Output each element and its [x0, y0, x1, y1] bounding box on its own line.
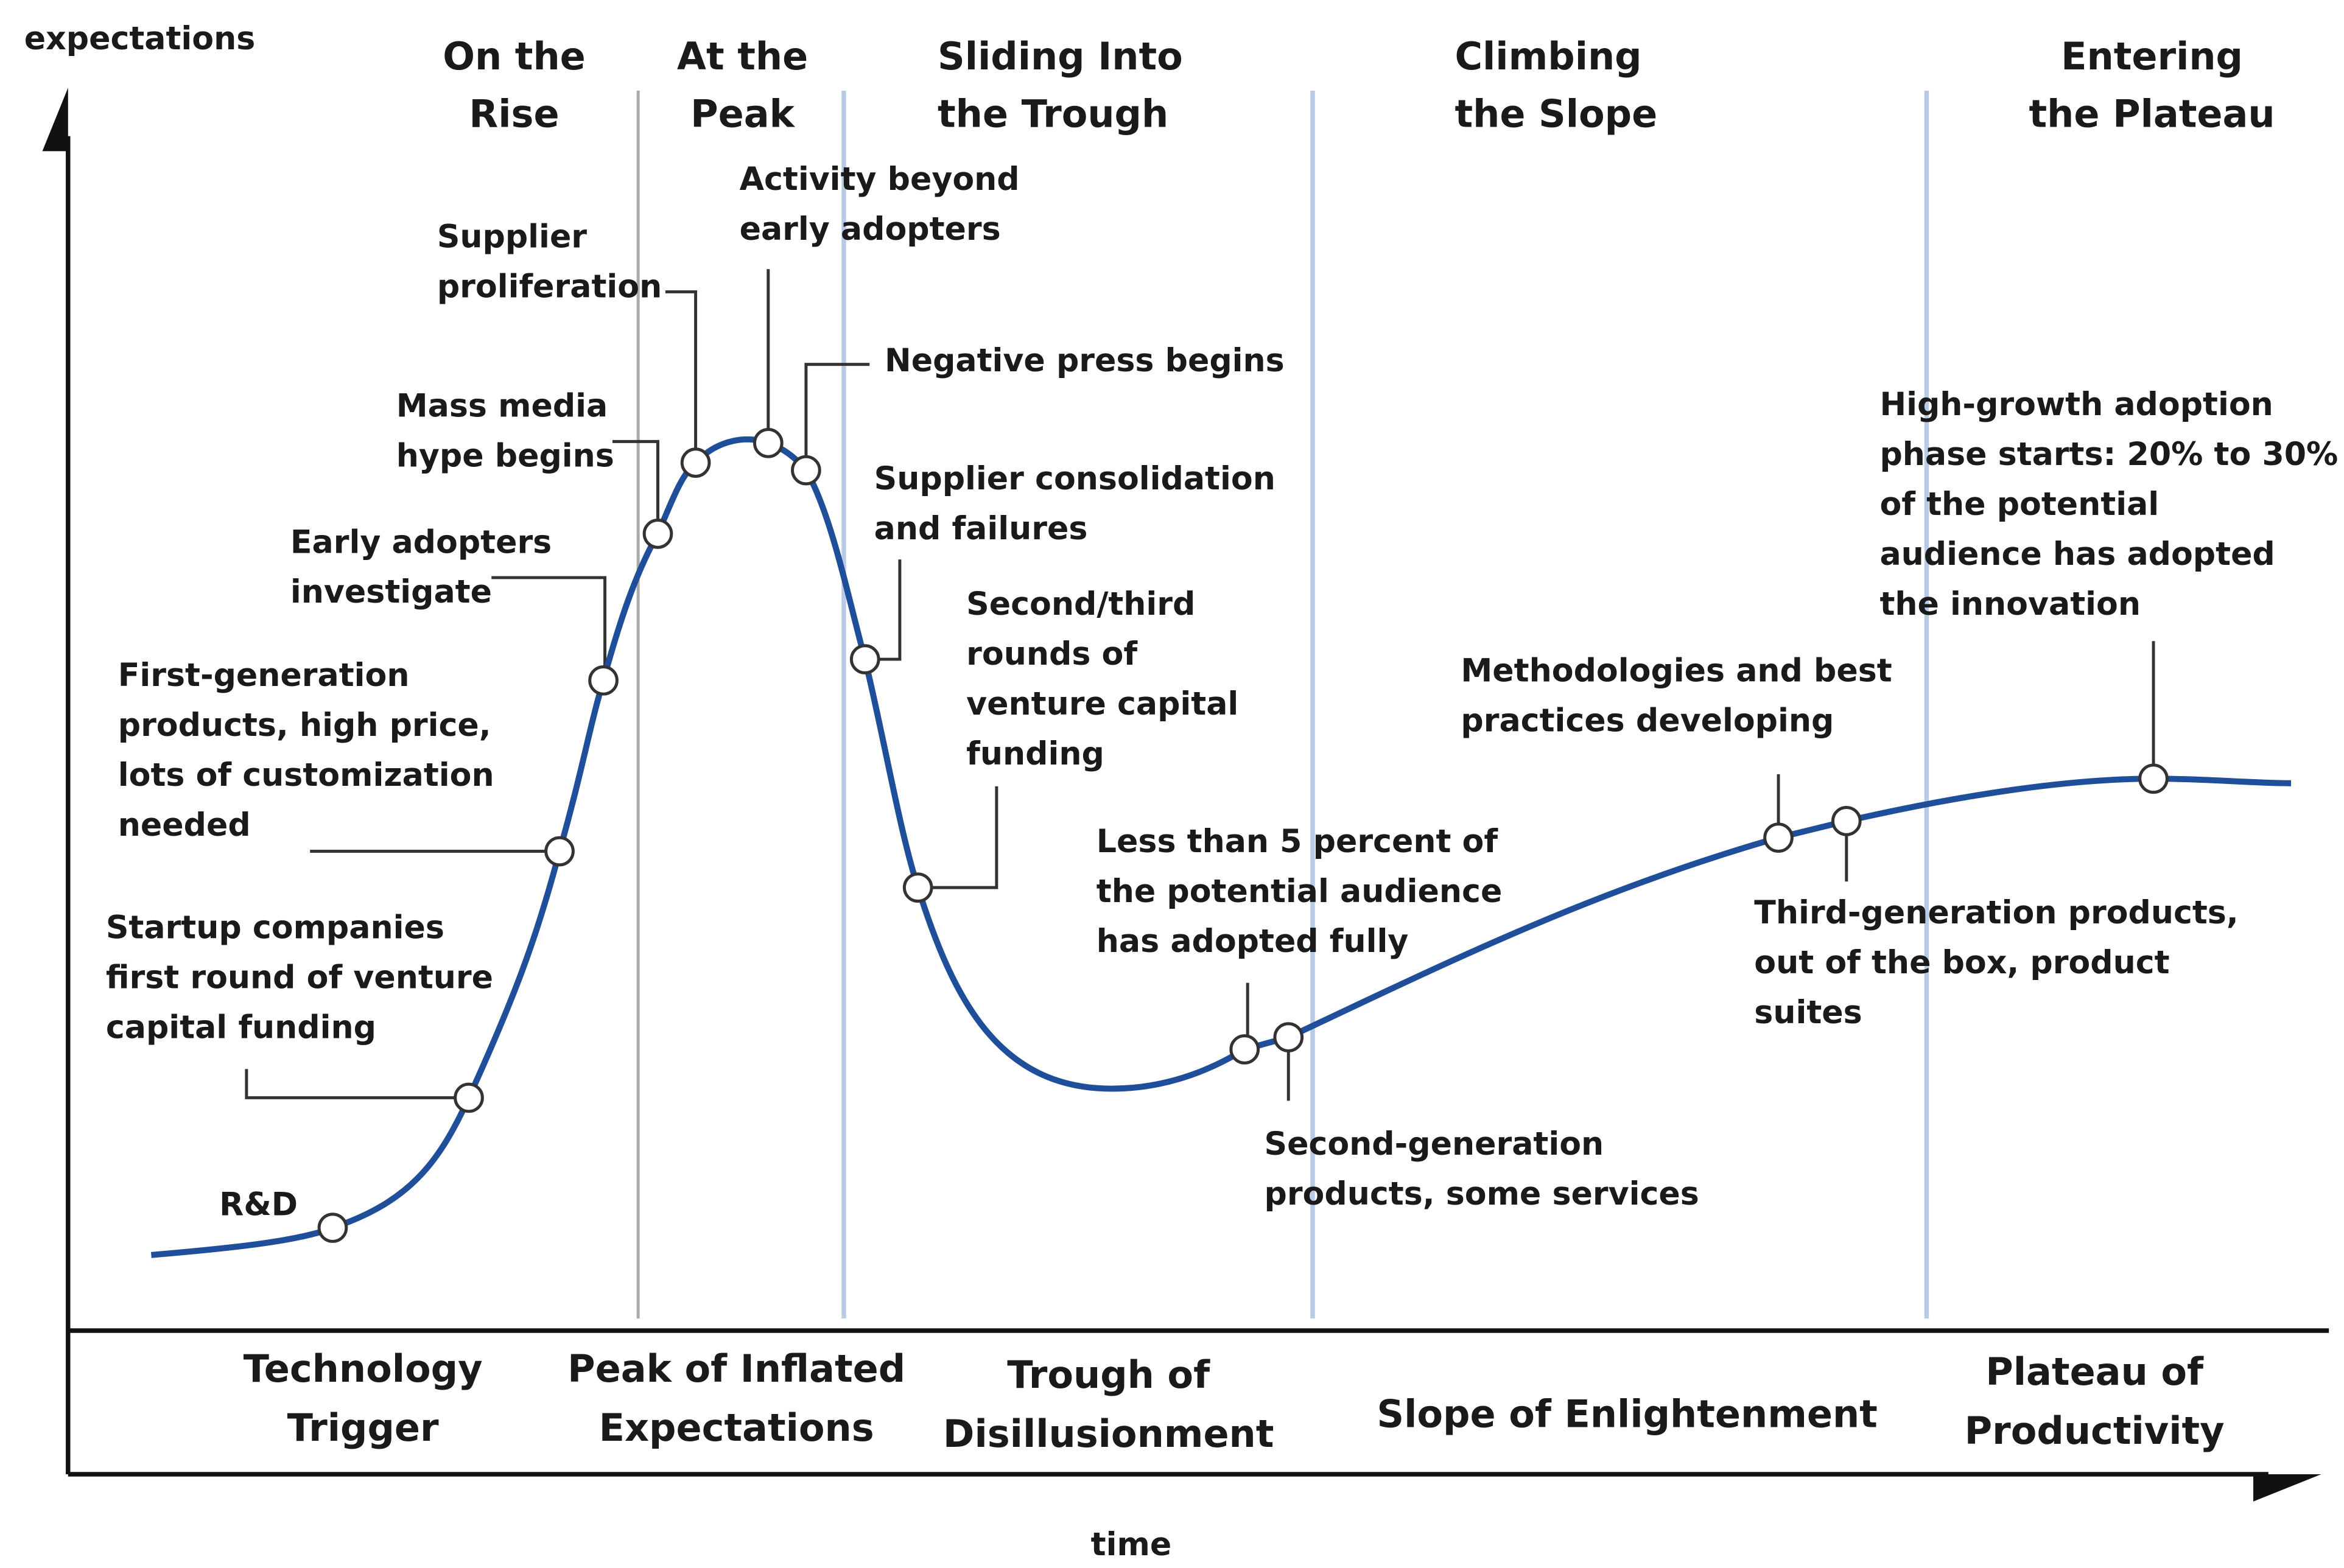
- annotation: Less than 5 percent of: [1097, 824, 1499, 860]
- annotation: Second/third: [966, 586, 1195, 623]
- annotation: and failures: [874, 511, 1088, 547]
- annotation: Negative press begins: [885, 343, 1285, 379]
- annotation: Supplier consolidation: [874, 461, 1276, 497]
- annotation: Second-generation: [1265, 1126, 1604, 1163]
- annotation: venture capital: [966, 686, 1238, 723]
- annotation: phase starts: 20% to 30%: [1879, 436, 2338, 473]
- annotation: the innovation: [1879, 586, 2141, 623]
- annotation: the potential audience: [1097, 873, 1503, 910]
- phase-header: On the: [443, 34, 586, 79]
- y-axis-label: expectations: [24, 21, 256, 57]
- annotation: has adopted fully: [1097, 923, 1409, 960]
- phase-footer: Expectations: [599, 1405, 874, 1450]
- annotation: funding: [966, 736, 1104, 772]
- annotation: Third-generation products,: [1754, 895, 2238, 931]
- phase-header: Climbing: [1454, 34, 1641, 79]
- annotation: hype begins: [396, 438, 614, 475]
- annotation: investigate: [290, 574, 492, 611]
- phase-header: Peak: [690, 91, 795, 136]
- annotation: audience has adopted: [1879, 536, 2275, 573]
- phase-footer: Plateau of: [1985, 1349, 2204, 1394]
- phase-dividers: [636, 91, 1929, 1319]
- phase-header: the Trough: [938, 91, 1168, 136]
- annotation: early adopters: [740, 211, 1001, 248]
- x-axis-label: time: [1091, 1527, 1172, 1563]
- annotation: first round of venture: [106, 960, 493, 996]
- annotation: Supplier: [437, 219, 587, 255]
- phase-header: At the: [677, 34, 808, 79]
- phase-footer: Peak of Inflated: [567, 1346, 905, 1391]
- phase-footer: Productivity: [1965, 1409, 2225, 1453]
- annotation: needed: [118, 807, 251, 844]
- curve-points: [317, 427, 2169, 1243]
- annotation: High-growth adoption: [1879, 387, 2273, 423]
- annotation: Activity beyond: [740, 161, 1020, 198]
- annotation: products, some services: [1265, 1176, 1699, 1213]
- annotation: practices developing: [1461, 702, 1834, 739]
- annotation: of the potential: [1879, 486, 2159, 523]
- annotation: out of the box, product: [1754, 945, 2169, 981]
- phase-header: Sliding Into: [938, 34, 1183, 79]
- annotation: First-generation: [118, 657, 410, 694]
- phase-footer: Slope of Enlightenment: [1377, 1392, 1877, 1437]
- annotation: Early adopters: [290, 524, 552, 561]
- phase-header: Entering: [2061, 34, 2243, 79]
- annotation: Methodologies and best: [1461, 653, 1892, 689]
- annotation: proliferation: [437, 268, 662, 305]
- phase-header: Rise: [469, 91, 559, 136]
- annotation: R&D: [219, 1186, 298, 1223]
- phase-header: the Plateau: [2029, 91, 2275, 136]
- annotation: capital funding: [106, 1010, 376, 1046]
- phase-footer: Trigger: [287, 1405, 439, 1450]
- phase-header: the Slope: [1454, 91, 1657, 136]
- phase-footer: Technology: [244, 1346, 483, 1391]
- annotation: lots of customization: [118, 757, 494, 794]
- hype-curve: [150, 436, 2292, 1258]
- annotation: rounds of: [966, 636, 1138, 673]
- phase-footer: Trough of: [1007, 1353, 1210, 1397]
- annotation: Mass media: [396, 388, 608, 425]
- annotation: Startup companies: [106, 910, 444, 947]
- annotation: suites: [1754, 995, 1862, 1031]
- phase-footer: Disillusionment: [943, 1412, 1274, 1456]
- annotation: products, high price,: [118, 707, 491, 744]
